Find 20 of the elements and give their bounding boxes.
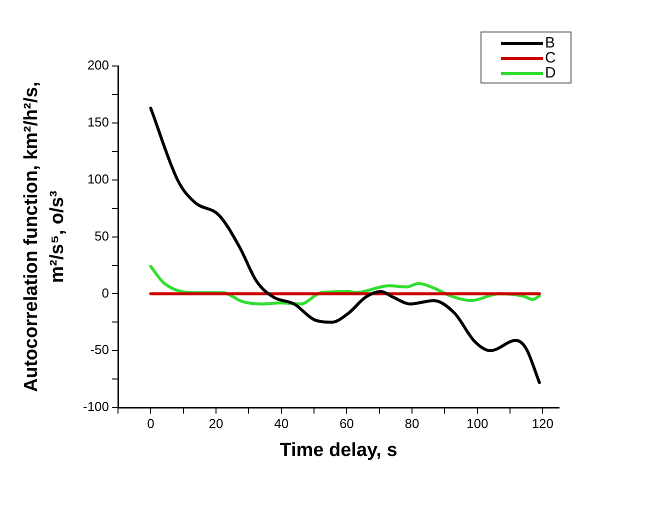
x-tick-label: 40 [274, 416, 289, 431]
legend-label: C [545, 50, 556, 67]
y-tick-label: 100 [87, 171, 110, 186]
x-axis-title: Time delay, s [280, 440, 398, 461]
x-tick-label: 0 [147, 416, 154, 431]
y-tick-label: 150 [87, 114, 110, 130]
x-tick-label: 100 [466, 416, 488, 431]
y-tick-label: -50 [90, 342, 110, 358]
x-tick-label: 20 [208, 416, 224, 431]
x-tick-label: 60 [339, 416, 354, 431]
line-series [149, 106, 541, 384]
legend-label: B [545, 34, 556, 52]
y-tick-label: -100 [82, 399, 110, 414]
legend-label: D [545, 64, 556, 82]
y-axis-title: Autocorrelation function, km²/h²/s, m²/s⁵, o/s³ [21, 82, 68, 392]
x-tick-label: 80 [404, 416, 420, 431]
y-tick-label: 0 [102, 285, 110, 300]
x-tick-label: 120 [532, 416, 554, 431]
y-tick-label: 50 [94, 228, 110, 244]
y-tick-label: 200 [87, 58, 110, 73]
